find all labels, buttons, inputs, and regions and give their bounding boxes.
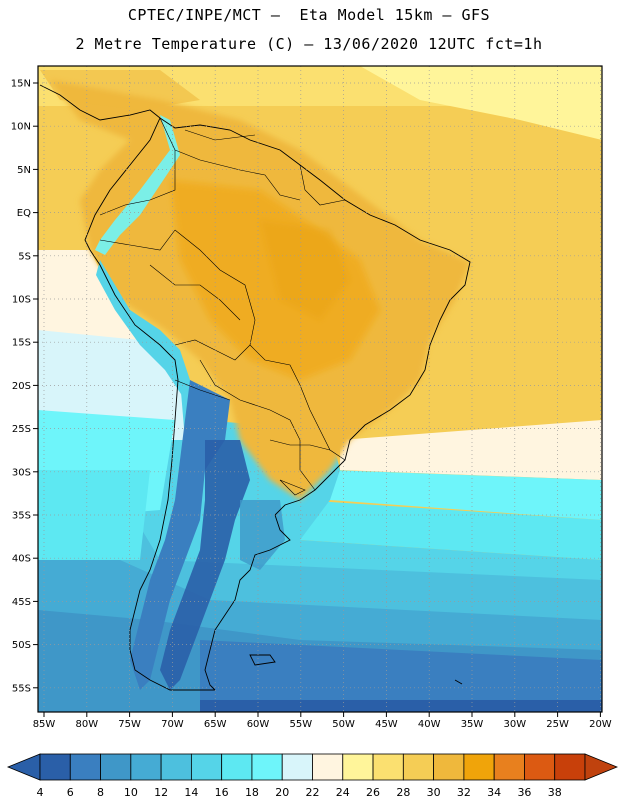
colorbar-label: 24 [336, 786, 350, 799]
colorbar-label: 32 [457, 786, 471, 799]
colorbar: 4 6 8 10 12 14 16 18 20 22 24 26 28 30 32 34 36 38 [6, 753, 618, 799]
colorbar-left-arrow [6, 753, 41, 781]
lat-tick-label: 10N [11, 122, 31, 133]
colorbar-label: 20 [275, 786, 289, 799]
country-borders [99, 117, 346, 496]
lat-tick-label: 15S [12, 338, 31, 349]
colorbar-label: 28 [396, 786, 410, 799]
colorbar-label: 26 [366, 786, 380, 799]
lat-tick-label: 15N [11, 79, 31, 90]
colorbar-swatch [39, 753, 71, 781]
latitude-axis: 15N 10N 5N EQ 5S 10S 15S 20S 25S 30S 35S 40S 45S 50S 5… [11, 79, 38, 694]
lon-tick-label: 50W [332, 719, 355, 730]
lon-tick-label: 85W [33, 719, 56, 730]
colorbar-swatch [69, 753, 101, 781]
map-frame [37, 65, 603, 713]
longitude-axis: 85W 80W 75W 70W 65W 60W 55W 50W 45W 40W 35W 30W 25W 2… [33, 712, 612, 730]
colorbar-label: 36 [517, 786, 531, 799]
colorbar-label: 16 [215, 786, 229, 799]
colorbar-label: 14 [184, 786, 198, 799]
colorbar-label: 34 [487, 786, 501, 799]
lat-tick-label: 50S [12, 640, 31, 651]
lon-tick-label: 70W [161, 719, 184, 730]
colorbar-label: 22 [306, 786, 320, 799]
lon-tick-label: 20W [589, 719, 612, 730]
lat-tick-label: 25S [12, 424, 31, 435]
colorbar-swatch [221, 753, 253, 781]
lat-tick-label: 35S [12, 511, 31, 522]
lat-tick-label: 10S [12, 295, 31, 306]
lon-tick-label: 65W [204, 719, 227, 730]
lat-tick-label: 5S [18, 251, 31, 262]
colorbar-label: 12 [154, 786, 168, 799]
colorbar-label: 4 [37, 786, 44, 799]
lat-tick-label: 5N [17, 165, 31, 176]
map-title-line-2: 2 Metre Temperature (C) – 13/06/2020 12U… [75, 35, 543, 53]
lon-tick-label: 30W [503, 719, 526, 730]
temperature-field [38, 66, 602, 712]
lat-tick-label: 30S [12, 467, 31, 478]
colorbar-swatch [100, 753, 132, 781]
lat-tick-label: 55S [12, 683, 31, 694]
lat-tick-label: 45S [12, 597, 31, 608]
colorbar-swatch [524, 753, 556, 781]
lat-tick-label: 20S [12, 381, 31, 392]
colorbar-swatch [160, 753, 192, 781]
lon-tick-label: 25W [546, 719, 569, 730]
lat-tick-label: 40S [12, 554, 31, 565]
colorbar-label: 18 [245, 786, 259, 799]
lon-tick-label: 80W [75, 719, 98, 730]
map-title-line-1: CPTEC/INPE/MCT – Eta Model 15km – GFS [127, 6, 491, 24]
colorbar-label: 38 [548, 786, 562, 799]
colorbar-swatch [281, 753, 313, 781]
lon-tick-label: 60W [247, 719, 270, 730]
lon-tick-label: 55W [289, 719, 312, 730]
lat-tick-label: EQ [17, 208, 31, 219]
coastline [39, 84, 471, 691]
lon-tick-label: 75W [118, 719, 141, 730]
colorbar-swatch [342, 753, 374, 781]
colorbar-swatch [554, 753, 586, 781]
lon-tick-label: 45W [375, 719, 398, 730]
colorbar-swatch [433, 753, 465, 781]
colorbar-label: 10 [124, 786, 138, 799]
colorbar-right-arrow [584, 753, 618, 781]
colorbar-swatch [130, 753, 162, 781]
colorbar-swatch [190, 753, 223, 781]
colorbar-swatch [493, 753, 525, 781]
colorbar-swatch [463, 753, 495, 781]
colorbar-label: 6 [67, 786, 74, 799]
colorbar-swatch [251, 753, 283, 781]
colorbar-swatch [372, 753, 404, 781]
lon-tick-label: 35W [461, 719, 484, 730]
colorbar-label: 8 [97, 786, 104, 799]
colorbar-swatch [312, 753, 344, 781]
lon-tick-label: 40W [418, 719, 441, 730]
colorbar-swatch [402, 753, 435, 781]
colorbar-label: 30 [427, 786, 441, 799]
